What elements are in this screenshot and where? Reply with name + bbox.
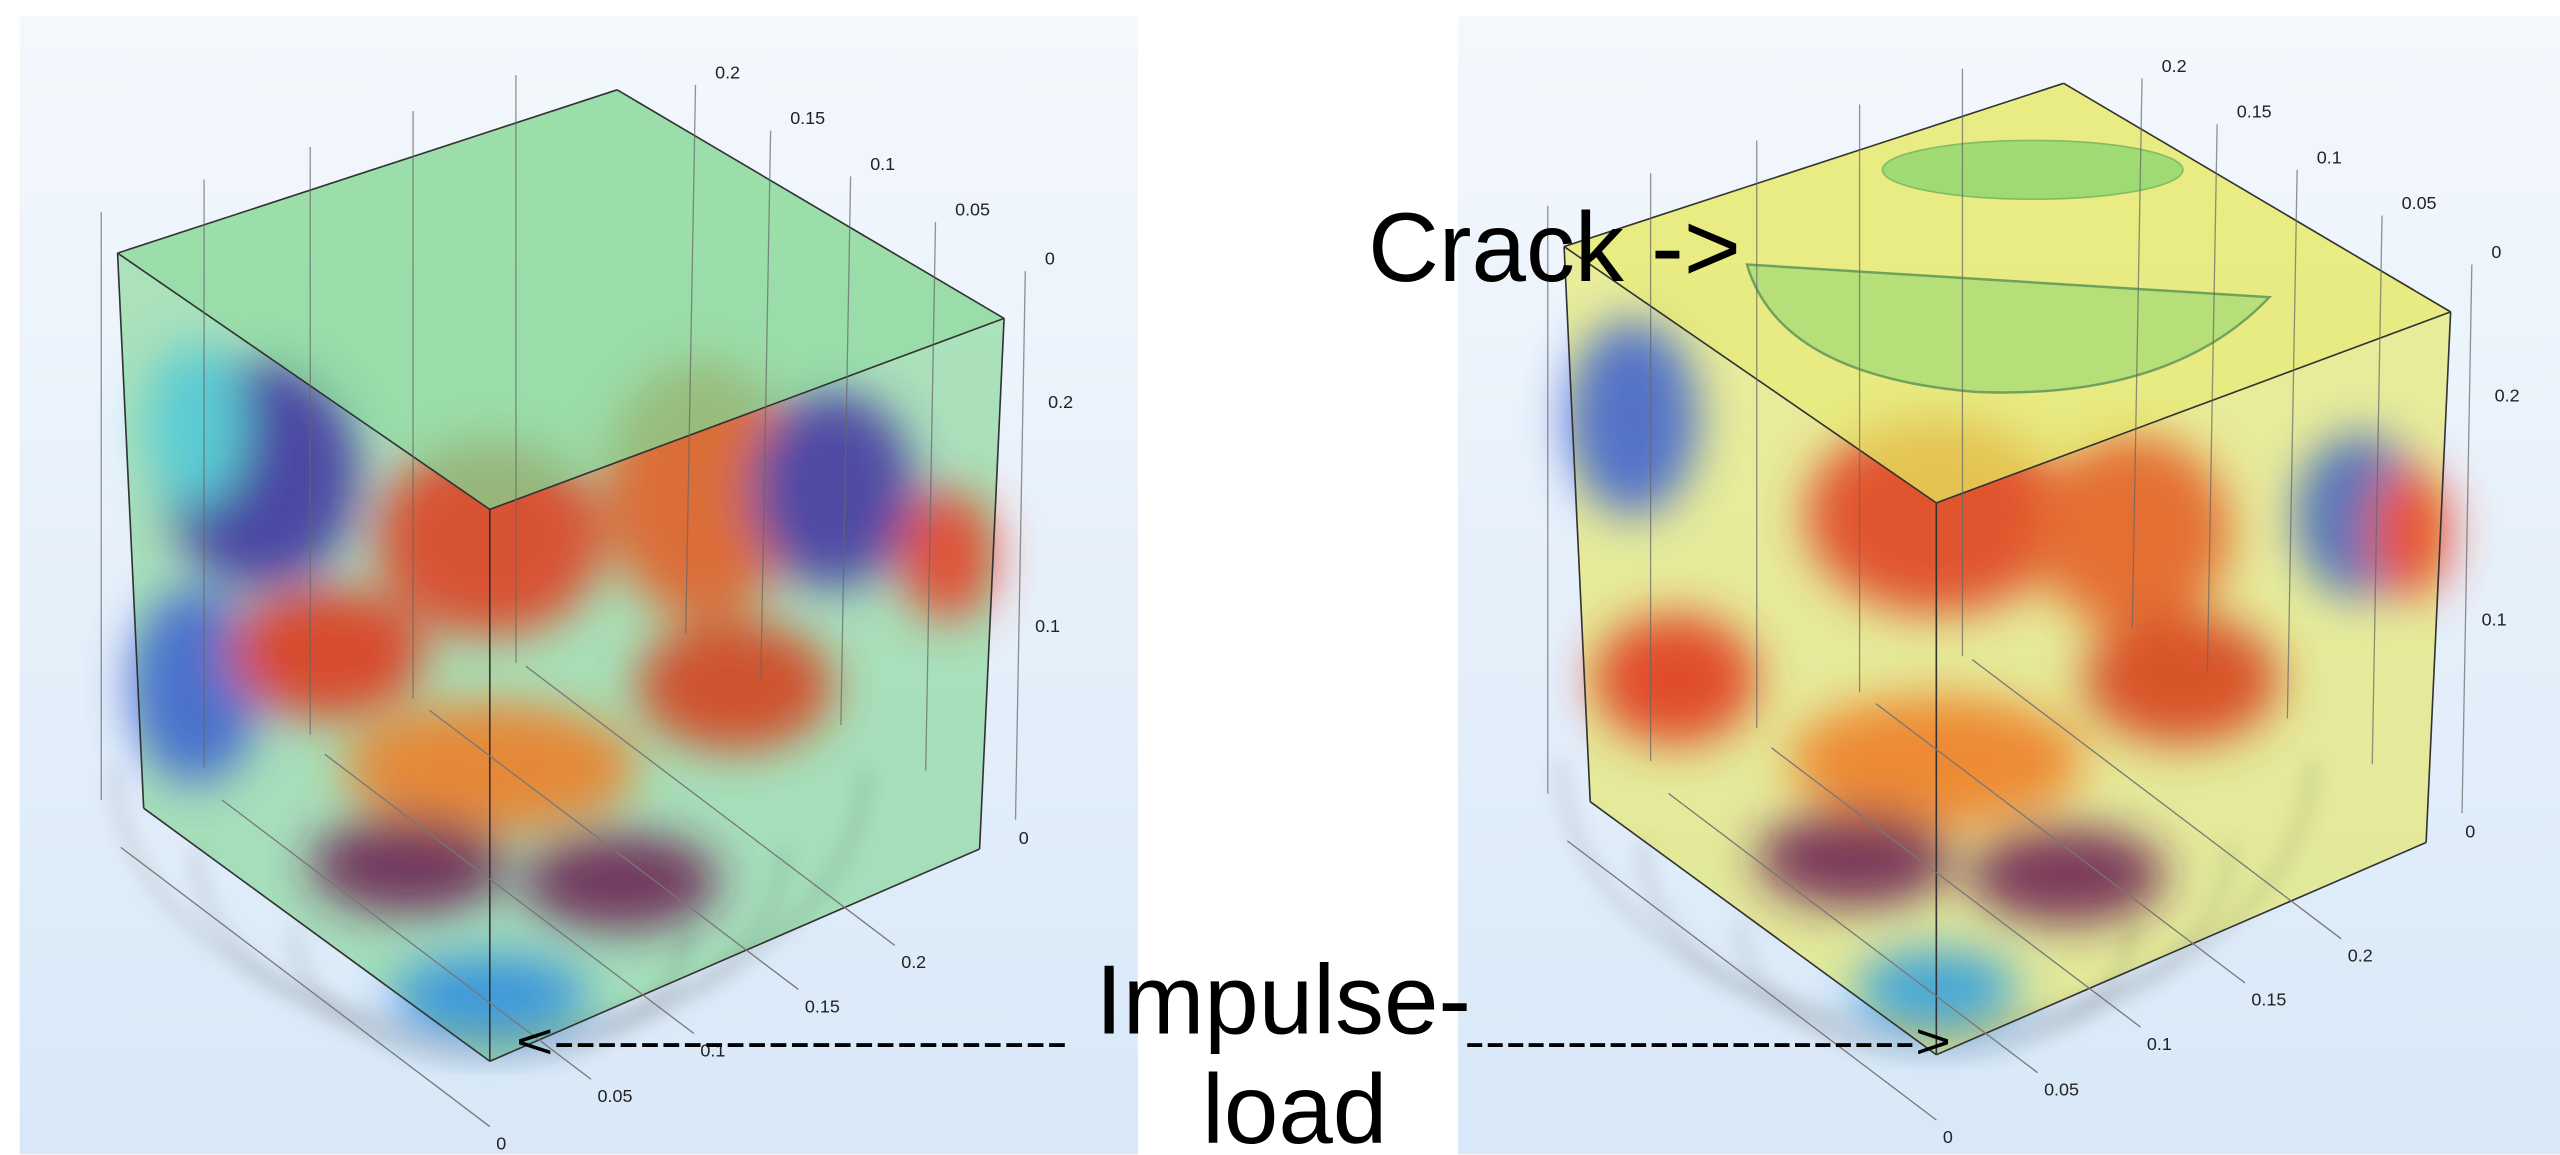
tick-label: 0.2 — [2348, 946, 2373, 966]
tick-label: 0.2 — [2495, 386, 2520, 406]
wave-blob — [898, 490, 996, 621]
wave-blob — [229, 588, 425, 719]
tick-label: 0 — [1045, 249, 1055, 269]
wave-blob — [522, 833, 718, 931]
tick-label: 0 — [2465, 822, 2475, 842]
wave-blob — [751, 392, 914, 588]
tick-label: 0.15 — [2251, 990, 2286, 1010]
tick-label: 0.15 — [2237, 102, 2272, 122]
tick-label: 0.2 — [901, 952, 926, 972]
tick-label: 0.2 — [715, 62, 740, 82]
wave-blob — [2083, 614, 2279, 745]
impulse-label: Impulse- — [1095, 944, 1471, 1054]
tick-label: 0 — [1019, 828, 1029, 848]
tick-label: 0.1 — [1035, 616, 1060, 636]
tick-label: 0.2 — [1048, 392, 1073, 412]
tick-label: 0 — [2491, 242, 2501, 262]
tick-label: 0.05 — [598, 1086, 633, 1106]
load-label: load — [1202, 1054, 1387, 1155]
left-arrow: <------------------------ — [516, 1015, 1068, 1069]
wave-blob — [1757, 810, 1953, 908]
tick-label: 0.1 — [2317, 147, 2342, 167]
crack — [1882, 140, 2182, 199]
tick-label: 0 — [496, 1133, 506, 1153]
tick-label: 0.15 — [790, 108, 825, 128]
tick-label: 0.05 — [2402, 193, 2437, 213]
wave-blob — [147, 343, 245, 506]
wave-blob — [1593, 614, 1756, 745]
tick-label: 0.15 — [805, 996, 840, 1016]
tick-label: 0 — [1943, 1127, 1953, 1147]
figure: 0.2 0.15 0.1 0.05 0 0.2 0.1 0 0 0.05 0.1 0.15 0.2 0.2… — [0, 0, 2560, 1155]
crack-label: Crack -> — [1368, 192, 1741, 302]
tick-label: 0.05 — [2044, 1080, 2079, 1100]
tick-label: 0.05 — [955, 200, 990, 220]
wave-blob — [131, 588, 262, 784]
tick-label: 0.1 — [870, 154, 895, 174]
tick-label: 0.2 — [2162, 56, 2187, 76]
wave-blob — [1969, 826, 2165, 924]
tick-label: 0.1 — [2482, 609, 2507, 629]
right-arrow: ----------------------> — [1464, 1015, 1951, 1069]
wave-blob — [1567, 320, 1698, 516]
wave-blob — [637, 620, 833, 751]
wave-blob — [310, 816, 506, 914]
tick-label: 0.1 — [2147, 1034, 2172, 1054]
